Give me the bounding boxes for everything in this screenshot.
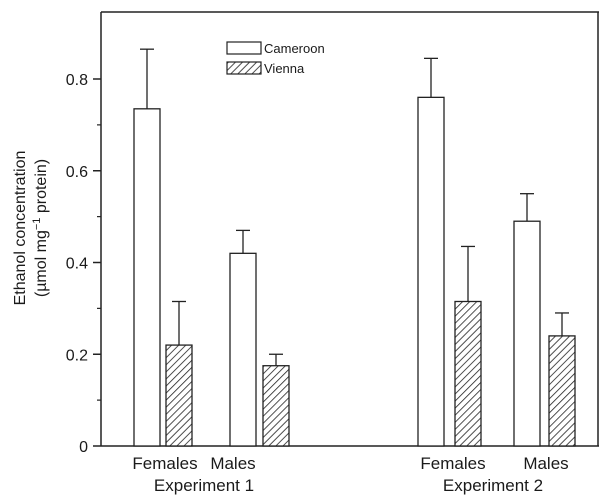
y-axis: 0 0.2 0.4 0.6 0.8 xyxy=(66,72,101,456)
legend-label-vienna: Vienna xyxy=(264,61,305,76)
bar-vienna xyxy=(262,365,290,447)
y-tick-label: 0.2 xyxy=(66,347,88,364)
bars xyxy=(133,48,576,447)
y-tick-label: 0.6 xyxy=(66,164,88,181)
y-tick-label: 0.4 xyxy=(66,256,88,273)
bar-cameroon xyxy=(513,220,541,447)
y-axis-title-line2: (µmol mg−1 protein) xyxy=(31,159,50,297)
legend-swatch-vienna xyxy=(226,61,262,75)
bar-vienna xyxy=(165,344,193,447)
x-category-label: Males xyxy=(523,454,568,473)
bar-cameroon xyxy=(133,108,161,447)
x-axis: Females Males Experiment 1 Females Males Expe… xyxy=(132,454,568,495)
bar-cameroon xyxy=(229,252,257,447)
legend-label-cameroon: Cameroon xyxy=(264,41,325,56)
legend: Cameroon Vienna xyxy=(226,41,325,76)
x-category-label: Females xyxy=(420,454,485,473)
legend-swatch-cameroon xyxy=(226,41,262,55)
x-category-label: Females xyxy=(132,454,197,473)
bar-vienna xyxy=(548,335,576,447)
x-category-label: Males xyxy=(210,454,255,473)
x-group-label: Experiment 2 xyxy=(443,476,543,495)
bar-vienna xyxy=(454,300,482,447)
y-axis-title-line1: Ethanol concentration xyxy=(12,151,29,306)
y-tick-label: 0 xyxy=(79,439,88,456)
bar-cameroon xyxy=(417,96,445,447)
y-tick-label: 0.8 xyxy=(66,72,88,89)
x-group-label: Experiment 1 xyxy=(154,476,254,495)
